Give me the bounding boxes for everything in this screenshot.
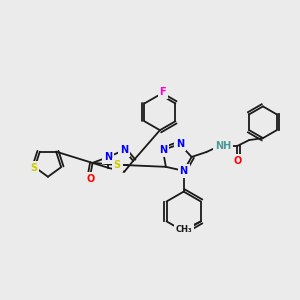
Text: O: O <box>233 156 241 166</box>
Text: O: O <box>86 174 95 184</box>
Text: N: N <box>159 145 167 155</box>
Text: N: N <box>176 139 184 149</box>
Text: CH₃: CH₃ <box>176 225 192 234</box>
Text: N: N <box>104 152 112 162</box>
Text: N: N <box>180 166 188 176</box>
Text: S: S <box>30 163 37 173</box>
Text: S: S <box>114 160 121 170</box>
Text: N: N <box>120 145 128 155</box>
Text: NH: NH <box>215 141 231 151</box>
Text: F: F <box>160 86 166 97</box>
